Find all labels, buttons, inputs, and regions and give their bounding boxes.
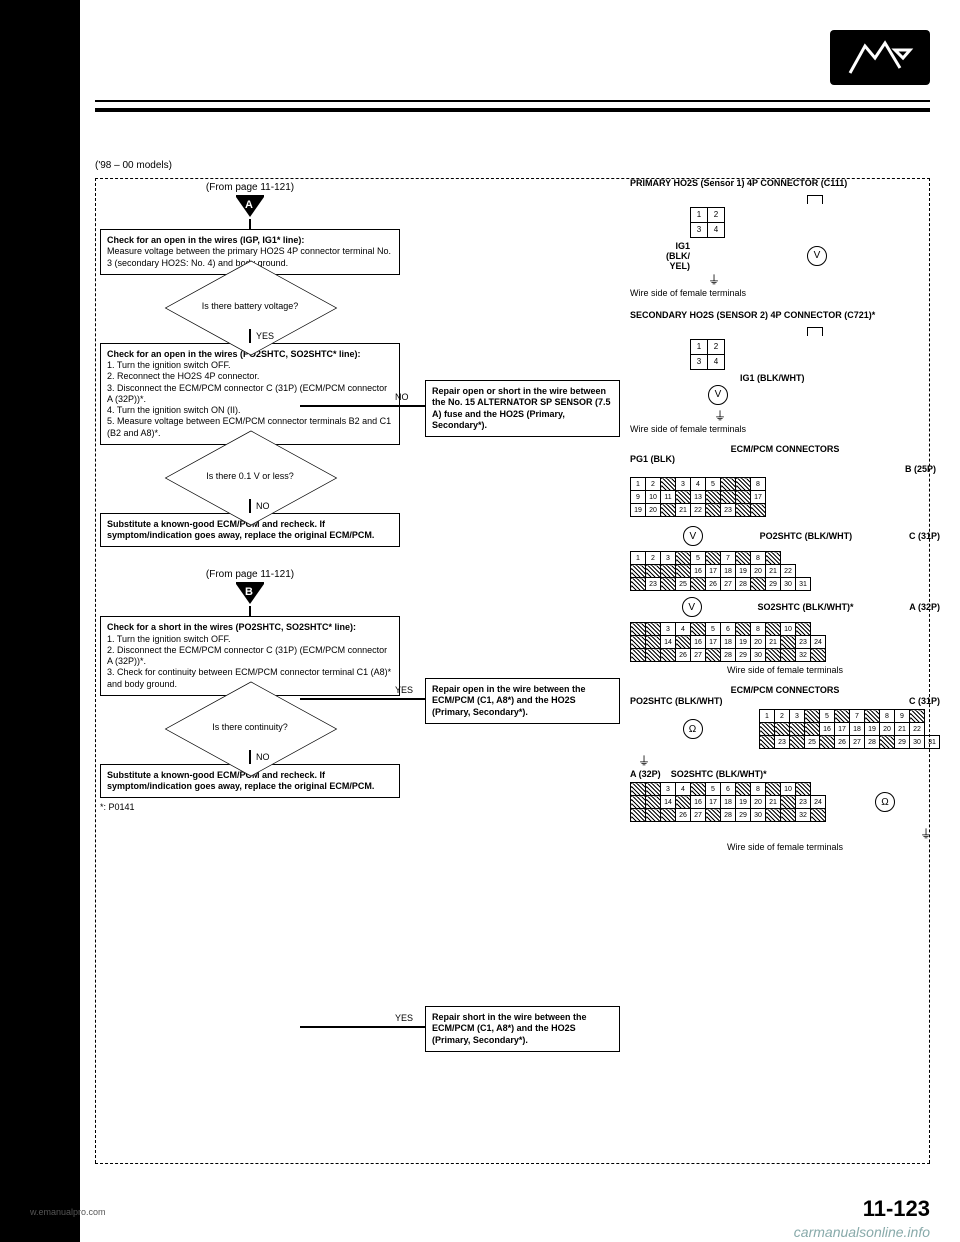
flow-line [249, 219, 251, 229]
box-step: 2. Disconnect the ECM/PCM connector C (3… [107, 645, 387, 666]
box-step: 1. Turn the ignition switch OFF. [107, 360, 231, 370]
dashed-border [95, 178, 96, 1163]
connector-tab [807, 195, 823, 204]
ig1-blkwht-label: IG1 (BLK/WHT) [740, 373, 940, 383]
ohmmeter-icon: Ω [683, 719, 703, 739]
a32p-label-2: A (32P) [630, 769, 661, 779]
wire-side-note: Wire side of female terminals [630, 288, 940, 298]
footnote: *: P0141 [100, 802, 400, 812]
c31p-label: C (31P) [909, 531, 940, 541]
ecmpcm-connectors-label: ECM/PCM CONNECTORS [630, 444, 940, 455]
no-label: NO [256, 501, 270, 511]
box-step: 1. Turn the ignition switch OFF. [107, 634, 231, 644]
primary-ho2s-label: PRIMARY HO2S (Sensor 1) 4P CONNECTOR (C1… [630, 178, 940, 189]
box-title: Check for a short in the wires (PO2SHTC,… [107, 622, 356, 632]
connector-4p: 12 34 [690, 339, 725, 370]
ground-icon: ⏚ [708, 271, 940, 288]
footer-source: w.emanualpro.com [30, 1207, 106, 1217]
connector-a32p: 3456810 141617181920212324 262728293032 [630, 622, 826, 662]
header-rule-thick [95, 108, 930, 112]
voltmeter-icon: V [708, 385, 728, 405]
box-title: Check for an open in the wires (IGP, IG1… [107, 235, 304, 245]
decision-text: Is there continuity? [150, 722, 350, 732]
yes-label: YES [395, 1013, 413, 1023]
decision-01v-or-less: Is there 0.1 V or less? [150, 455, 350, 499]
no-label: NO [256, 752, 270, 762]
voltmeter-icon: V [682, 597, 702, 617]
ohmmeter-icon: Ω [875, 792, 895, 812]
dashed-border [95, 1163, 930, 1164]
ground-icon: ⏚ [714, 407, 940, 424]
connector-c31p-2: 1235789 16171819202122 2325262728293031 [759, 709, 940, 749]
page-number: 11-123 [863, 1196, 930, 1222]
box-title: Check for an open in the wires (PO2SHTC,… [107, 349, 361, 359]
model-note: ('98 – 00 models) [95, 160, 172, 171]
decision-text: Is there battery voltage? [150, 301, 350, 311]
decision-battery-voltage: Is there battery voltage? [150, 285, 350, 329]
a32p-label: A (32P) [909, 602, 940, 612]
wire-side-note: Wire side of female terminals [630, 842, 940, 852]
repair-box-2: Repair open in the wire between the ECM/… [425, 678, 620, 724]
watermark: carmanualsonline.info [794, 1224, 930, 1240]
so2shtc-label-2: SO2SHTC (BLK/WHT)* [671, 769, 767, 779]
b25p-label: B (25P) [630, 464, 936, 474]
so2shtc-label: SO2SHTC (BLK/WHT)* [758, 602, 854, 612]
flow-line [300, 405, 425, 407]
flow-line [249, 750, 251, 764]
flow-line [249, 499, 251, 513]
flow-line [300, 698, 425, 700]
manual-logo-icon [830, 30, 930, 85]
po2shtc-label-2: PO2SHTC (BLK/WHT) [630, 696, 723, 706]
from-page-ref: (From page 11-121) [100, 569, 400, 580]
process-box-check-open-po2shtc: Check for an open in the wires (PO2SHTC,… [100, 343, 400, 445]
ig1-label: IG1(BLK/YEL) [650, 241, 690, 271]
connector-tab [807, 327, 823, 336]
decision-text: Is there 0.1 V or less? [150, 471, 350, 481]
repair-text: Repair short in the wire between the ECM… [425, 1006, 620, 1052]
flow-line [249, 606, 251, 616]
flowchart-column: (From page 11-121) Check for an open in … [100, 178, 400, 812]
ground-icon: ⏚ [638, 752, 940, 769]
connector-b25p: 123458 910111317 1920212223 [630, 477, 766, 517]
flow-line [249, 329, 251, 343]
connector-c31p: 123578 16171819202122 2325262728293031 [630, 551, 811, 591]
secondary-ho2s-label: SECONDARY HO2S (SENSOR 2) 4P CONNECTOR (… [630, 310, 940, 321]
yes-label: YES [395, 685, 413, 695]
box-step: 3. Disconnect the ECM/PCM connector C (3… [107, 383, 387, 404]
yes-label: YES [256, 331, 274, 341]
box-step: 4. Turn the ignition switch ON (II). [107, 405, 241, 415]
box-step: 2. Reconnect the HO2S 4P connector. [107, 371, 259, 381]
connector-diagrams: PRIMARY HO2S (Sensor 1) 4P CONNECTOR (C1… [630, 178, 940, 862]
repair-box-3: Repair short in the wire between the ECM… [425, 1006, 620, 1052]
connector-a32p-2: 3456810 141617181920212324 262728293032 [630, 782, 826, 822]
ecmpcm-connectors-label-2: ECM/PCM CONNECTORS [630, 685, 940, 696]
po2shtc-label: PO2SHTC (BLK/WHT) [760, 531, 853, 541]
no-label: NO [395, 392, 409, 402]
continuation-triangle-b [236, 584, 264, 604]
header-rule [95, 100, 930, 102]
flow-line [300, 1026, 425, 1028]
decision-continuity: Is there continuity? [150, 706, 350, 750]
from-page-ref: (From page 11-121) [100, 182, 400, 193]
repair-box-1: Repair open or short in the wire between… [425, 380, 620, 437]
repair-text: Repair open or short in the wire between… [425, 380, 620, 437]
repair-text: Repair open in the wire between the ECM/… [425, 678, 620, 724]
c31p-label-2: C (31P) [909, 696, 940, 706]
wire-side-note: Wire side of female terminals [630, 424, 940, 434]
wire-side-note: Wire side of female terminals [630, 665, 940, 675]
voltmeter-icon: V [807, 246, 827, 266]
voltmeter-icon: V [683, 526, 703, 546]
continuation-triangle-a [236, 197, 264, 217]
connector-4p: 12 34 [690, 207, 725, 238]
pg1-label: PG1 (BLK) [630, 454, 940, 464]
ground-icon: ⏚ [630, 825, 932, 842]
